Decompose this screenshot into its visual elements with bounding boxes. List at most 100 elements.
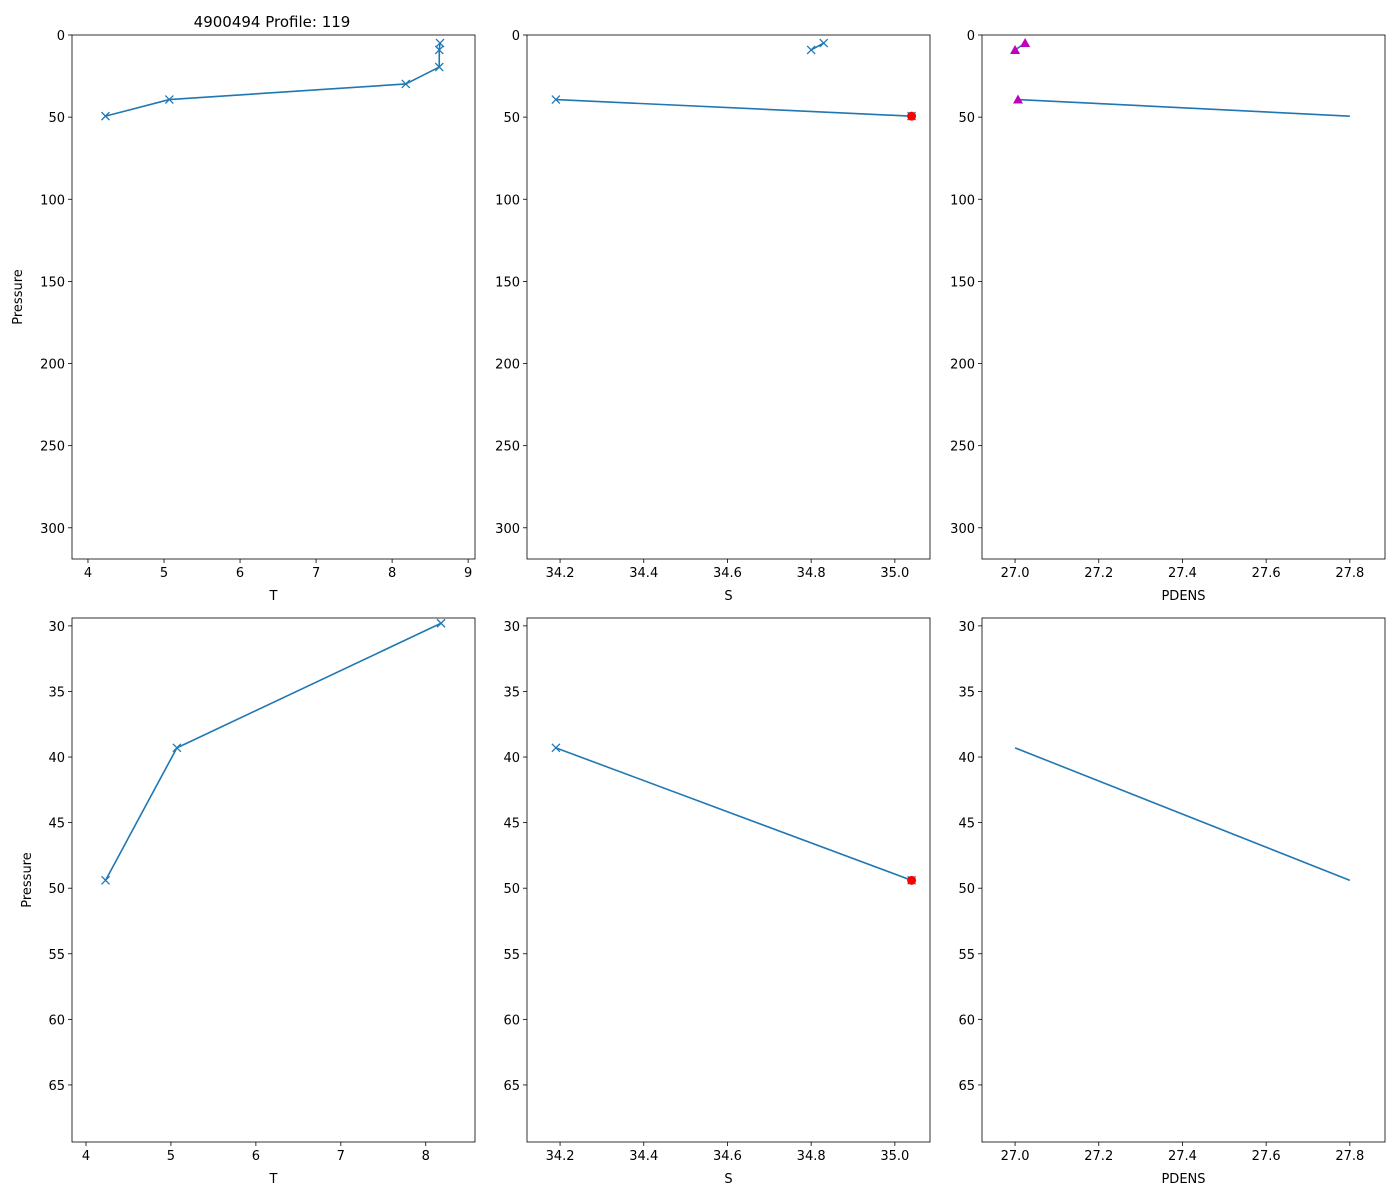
x-marker	[434, 62, 444, 72]
x-tick-label: 9	[464, 566, 472, 581]
axes-frame	[981, 34, 1386, 560]
x-tick-label: 34.2	[546, 566, 575, 581]
y-tick-label: 45	[48, 817, 65, 832]
x-tick-label: 27.4	[1168, 1149, 1197, 1164]
y-axis-label: Pressure	[20, 852, 35, 908]
x-tick-label: 34.6	[713, 566, 742, 581]
series-line	[555, 747, 912, 882]
series-s-flagged	[907, 875, 917, 885]
y-tick-label: 250	[495, 440, 520, 455]
x-tick-label: 34.4	[629, 1149, 658, 1164]
y-tick-label: 50	[48, 111, 65, 126]
y-tick-label: 60	[503, 1013, 520, 1028]
y-tick-label: 0	[57, 29, 65, 44]
x-tick-label: 6	[236, 566, 244, 581]
y-tick-label: 30	[958, 620, 975, 635]
y-tick-label: 65	[503, 1079, 520, 1094]
x-tick-label: 27.8	[1335, 566, 1364, 581]
x-tick-label: 8	[422, 1149, 430, 1164]
x-tick-label: 4	[82, 1149, 90, 1164]
triangle-marker	[1020, 38, 1031, 48]
x-marker	[401, 79, 411, 89]
x-tick-label: 27.4	[1168, 566, 1197, 581]
y-tick-label: 300	[495, 522, 520, 537]
x-axis-label: PDENS	[1161, 589, 1205, 604]
series-line	[105, 42, 441, 117]
y-tick-label: 65	[958, 1079, 975, 1094]
series-line	[1014, 747, 1351, 882]
plot-area	[551, 38, 917, 121]
x-tick-label: 5	[160, 566, 168, 581]
x-tick-label: 4	[84, 566, 92, 581]
x-axis-label: T	[269, 589, 278, 604]
series-s-flagged	[907, 111, 917, 121]
y-tick-label: 50	[958, 882, 975, 897]
y-tick-label: 100	[40, 193, 65, 208]
x-tick-label: 34.6	[713, 1149, 742, 1164]
y-tick-label: 250	[40, 440, 65, 455]
series-pdens	[1014, 747, 1351, 882]
y-tick-label: 0	[967, 29, 975, 44]
y-tick-label: 40	[958, 751, 975, 766]
circle-marker	[907, 875, 917, 885]
y-axis-label: Pressure	[11, 269, 26, 325]
x-marker	[172, 743, 182, 753]
x-tick-label: 27.8	[1335, 1149, 1364, 1164]
y-tick-label: 40	[503, 751, 520, 766]
y-tick-label: 250	[950, 440, 975, 455]
y-tick-label: 50	[503, 111, 520, 126]
x-tick-label: 34.4	[629, 566, 658, 581]
figure-title: 4900494 Profile: 119	[194, 13, 351, 31]
triangle-marker	[1012, 94, 1023, 104]
x-tick-label: 27.6	[1252, 566, 1281, 581]
x-tick-label: 35.0	[880, 566, 909, 581]
subplot-2: 34.2 34.4 34.6 34.8 35.0 0 50 100 150 200 250 300 S	[495, 29, 931, 604]
x-tick-label: 8	[388, 566, 396, 581]
y-tick-label: 200	[40, 358, 65, 373]
y-tick-label: 35	[958, 685, 975, 700]
x-marker	[434, 45, 444, 55]
series-s	[551, 38, 917, 121]
x-marker	[819, 38, 829, 48]
axes-frame	[71, 34, 476, 560]
x-marker	[164, 95, 174, 105]
series-line	[1017, 98, 1350, 117]
x-marker	[100, 111, 110, 121]
y-tick-label: 100	[495, 193, 520, 208]
y-tick-label: 55	[48, 948, 65, 963]
y-tick-label: 35	[503, 685, 520, 700]
x-marker	[436, 618, 446, 628]
x-tick-label: 27.0	[1001, 1149, 1030, 1164]
y-tick-label: 50	[503, 882, 520, 897]
y-tick-label: 35	[48, 685, 65, 700]
x-tick-label: 5	[167, 1149, 175, 1164]
y-tick-label: 150	[950, 275, 975, 290]
x-tick-label: 6	[252, 1149, 260, 1164]
axes-frame	[526, 34, 931, 560]
x-tick-label: 7	[337, 1149, 345, 1164]
series-s	[551, 743, 917, 885]
plot-area	[100, 38, 445, 121]
x-marker	[551, 743, 561, 753]
x-tick-label: 27.0	[1001, 566, 1030, 581]
axes-frame	[526, 617, 931, 1143]
series-t	[101, 618, 446, 885]
x-marker	[806, 45, 816, 55]
y-tick-label: 60	[958, 1013, 975, 1028]
y-tick-label: 55	[503, 948, 520, 963]
y-tick-label: 30	[503, 620, 520, 635]
plot-area	[101, 618, 446, 885]
axes-frame	[981, 617, 1386, 1143]
axes-frame	[71, 617, 476, 1143]
x-tick-label: 7	[312, 566, 320, 581]
y-tick-label: 45	[503, 817, 520, 832]
series-line	[104, 622, 442, 881]
x-tick-label: 34.8	[797, 566, 826, 581]
x-tick-label: 27.2	[1084, 1149, 1113, 1164]
plot-area	[551, 743, 917, 885]
y-tick-label: 65	[48, 1079, 65, 1094]
x-tick-label: 27.6	[1252, 1149, 1281, 1164]
subplot-6: 27.0 27.2 27.4 27.6 27.8 30 35 40 45 50 55 60 65 PDEN…	[958, 617, 1386, 1187]
series-line	[810, 42, 825, 51]
